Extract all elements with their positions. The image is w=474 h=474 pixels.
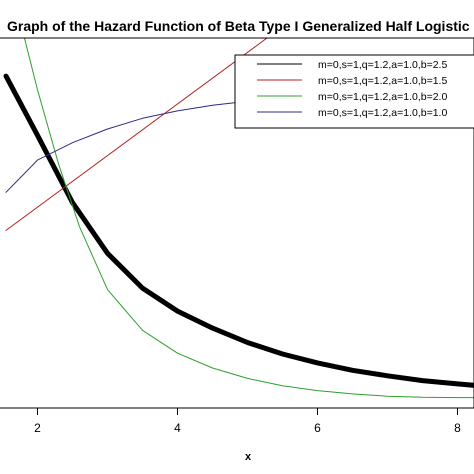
x-axis-label: x <box>245 451 252 463</box>
series-line-1 <box>3 73 474 388</box>
x-tick-label: 2 <box>34 421 41 435</box>
plot-area <box>0 37 474 409</box>
legend-label: m=0,s=1,q=1.2,a=1.0,b=2.5 <box>318 59 447 71</box>
x-tick-label: 8 <box>454 421 461 435</box>
x-axis: 2 4 6 8 <box>34 408 461 435</box>
legend-entries: m=0,s=1,q=1.2,a=1.0,b=2.5 m=0,s=1,q=1.2,a… <box>257 59 447 119</box>
x-tick-label: 4 <box>174 421 181 435</box>
legend-label: m=0,s=1,q=1.2,a=1.0,b=2.0 <box>318 91 447 103</box>
legend-label: m=0,s=1,q=1.2,a=1.0,b=1.5 <box>318 75 447 87</box>
plot-frame <box>0 37 474 409</box>
series-line-2 <box>5 38 268 231</box>
legend-box <box>234 54 474 129</box>
legend-label: m=0,s=1,q=1.2,a=1.0,b=1.0 <box>318 107 447 119</box>
x-tick-label: 6 <box>314 421 321 435</box>
legend: m=0,s=1,q=1.2,a=1.0,b=2.5 m=0,s=1,q=1.2,a… <box>234 54 474 129</box>
chart-title: Graph of the Hazard Function of Beta Typ… <box>7 18 474 34</box>
series-line-3 <box>23 38 474 399</box>
